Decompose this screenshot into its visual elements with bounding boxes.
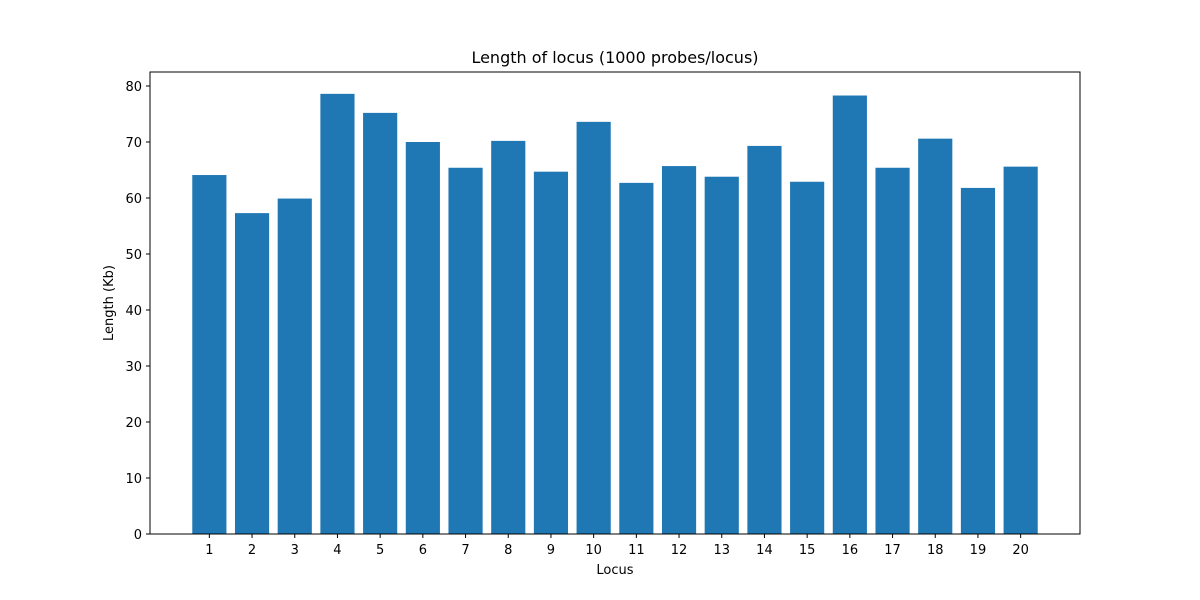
bar-locus-15	[790, 181, 825, 534]
y-tick-label: 50	[125, 248, 142, 263]
x-tick-label: 17	[884, 543, 901, 558]
x-axis-ticks: 1 2 3 4 5 6 7 8 9 10 11 12 13 14 15 16 17 18 19 20	[205, 534, 1029, 558]
x-tick-label: 18	[927, 543, 944, 558]
y-tick-label: 40	[125, 304, 142, 319]
bar-locus-11	[619, 182, 654, 534]
bar-locus-9	[533, 171, 569, 534]
x-tick-label: 15	[799, 543, 816, 558]
bar-locus-10	[576, 121, 611, 534]
x-tick-label: 8	[504, 543, 512, 558]
bar-locus-5	[363, 112, 398, 534]
x-tick-label: 5	[376, 543, 384, 558]
bar-locus-1	[192, 175, 227, 535]
chart-title: Length of locus (1000 probes/locus)	[471, 48, 758, 67]
x-tick-label: 12	[671, 543, 688, 558]
bar-locus-12	[661, 166, 697, 534]
bar-locus-3	[277, 198, 312, 534]
x-tick-label: 14	[756, 543, 773, 558]
bars-group	[192, 93, 1038, 535]
x-tick-label: 3	[291, 543, 299, 558]
y-axis-label: Length (Kb)	[102, 265, 117, 341]
bar-locus-17	[875, 167, 910, 534]
y-tick-label: 10	[125, 472, 142, 487]
x-axis-label: Locus	[596, 563, 633, 578]
x-tick-label: 11	[628, 543, 645, 558]
x-tick-label: 10	[585, 543, 602, 558]
bar-locus-6	[405, 142, 440, 534]
y-axis-ticks: 0 10 20 30 40 50 60 70 80	[125, 80, 150, 543]
bar-locus-8	[491, 140, 526, 534]
y-tick-label: 30	[125, 360, 142, 375]
bar-locus-19	[960, 187, 996, 535]
x-tick-label: 20	[1012, 543, 1029, 558]
y-tick-label: 20	[125, 416, 142, 431]
bar-locus-16	[832, 95, 867, 535]
x-tick-label: 1	[205, 543, 213, 558]
x-tick-label: 4	[333, 543, 341, 558]
x-tick-label: 16	[842, 543, 859, 558]
bar-locus-2	[234, 213, 270, 534]
x-tick-label: 19	[970, 543, 987, 558]
bar-locus-13	[704, 176, 739, 534]
bar-locus-14	[747, 145, 782, 535]
y-tick-label: 0	[134, 528, 142, 543]
plot-frame	[149, 71, 1081, 535]
x-tick-label: 2	[248, 543, 256, 558]
bar-locus-20	[1003, 166, 1038, 534]
y-tick-label: 70	[125, 136, 142, 151]
x-tick-label: 13	[713, 543, 730, 558]
x-tick-label: 7	[461, 543, 469, 558]
y-tick-label: 60	[125, 192, 142, 207]
x-tick-label: 6	[419, 543, 427, 558]
bar-locus-4	[320, 93, 355, 534]
bar-locus-7	[448, 167, 483, 534]
bar-locus-18	[918, 138, 953, 534]
y-tick-label: 80	[125, 80, 142, 95]
x-tick-label: 9	[547, 543, 555, 558]
